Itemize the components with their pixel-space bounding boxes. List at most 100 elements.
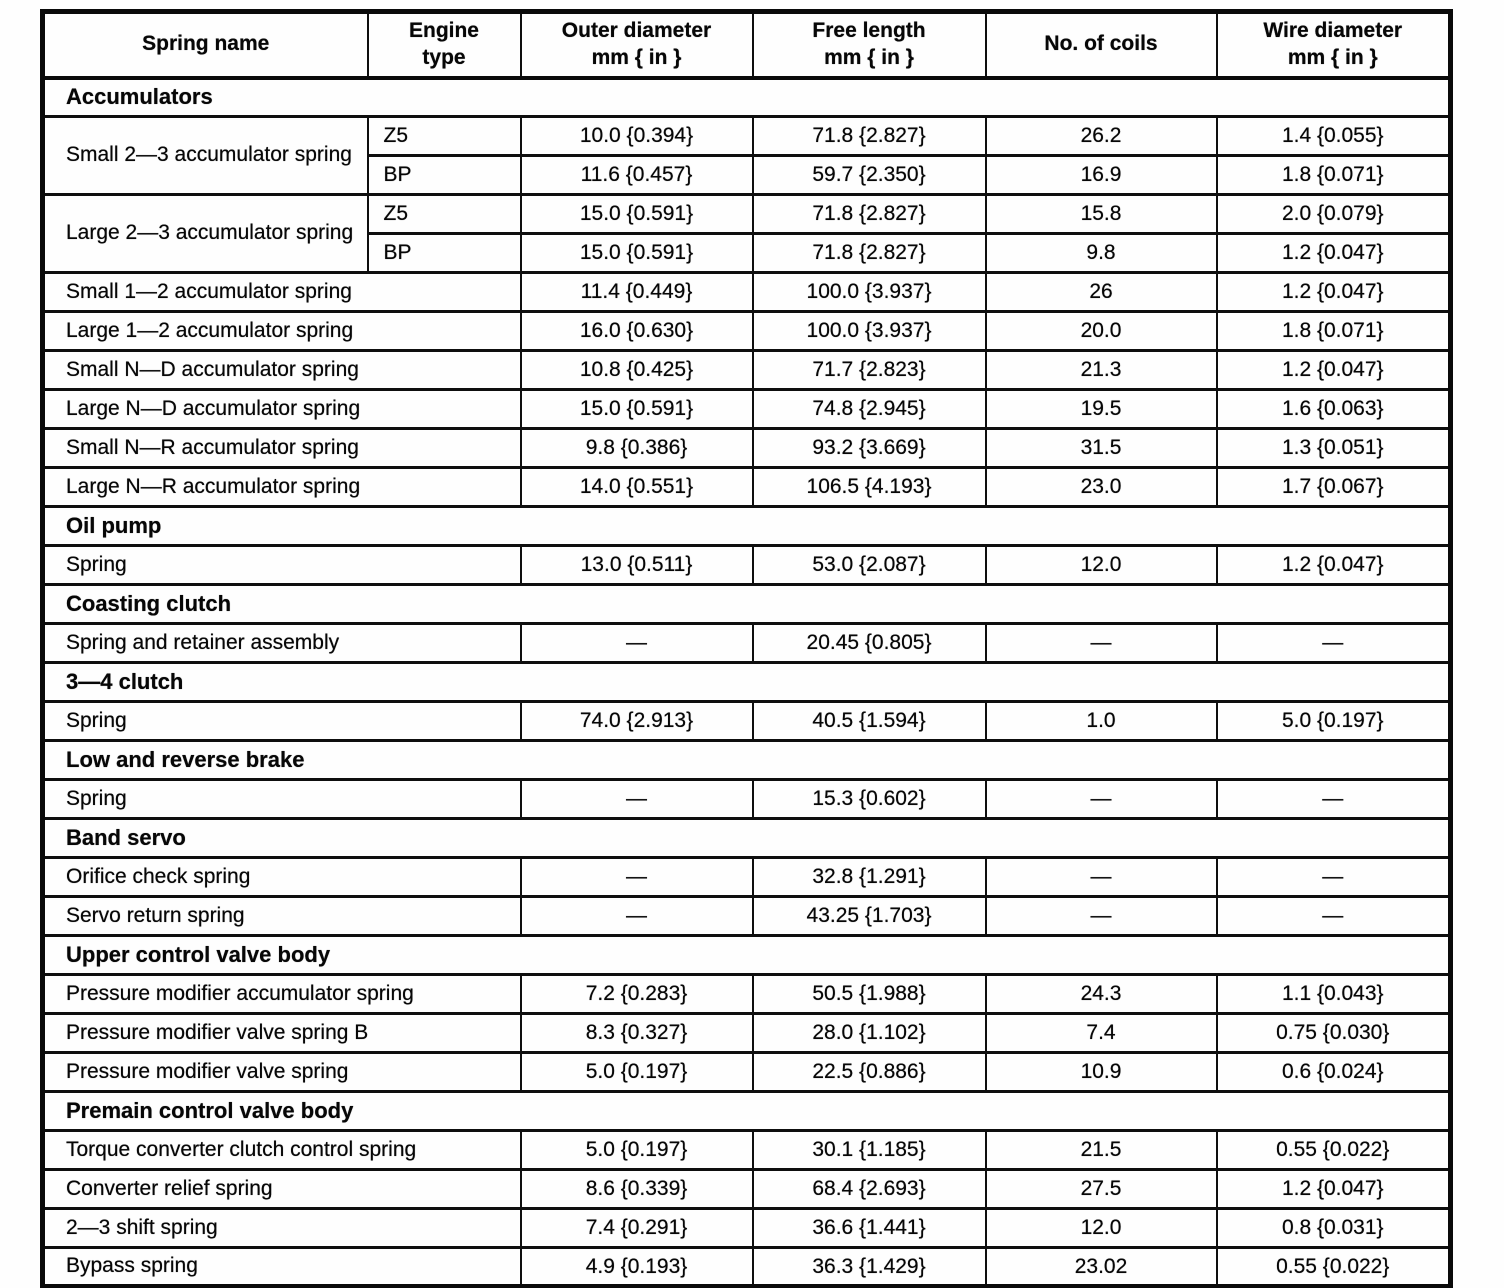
spring-name-cell: Pressure modifier valve spring B xyxy=(41,1012,522,1054)
coils-cell: 24.3 xyxy=(984,973,1218,1015)
coils-cell: 26.2 xyxy=(984,115,1218,157)
wire-diameter-cell: 1.7 {0.067} xyxy=(1215,466,1452,508)
col-header-no-of-coils: No. of coils xyxy=(984,10,1218,80)
coils-cell: 26 xyxy=(984,271,1218,313)
outer-diameter-cell: 5.0 {0.197} xyxy=(519,1129,754,1171)
table-row: Spring 13.0 {0.511} 53.0 {2.087} 12.0 1.2 {0… xyxy=(41,544,1452,586)
outer-diameter-cell: — xyxy=(519,856,754,898)
free-length-cell: 59.7 {2.350} xyxy=(751,154,987,196)
free-length-cell: 106.5 {4.193} xyxy=(751,466,987,508)
coils-cell: — xyxy=(984,622,1218,664)
wire-diameter-cell: 1.8 {0.071} xyxy=(1215,310,1452,352)
spring-name-cell: Large N—D accumulator spring xyxy=(41,388,522,430)
free-length-cell: 93.2 {3.669} xyxy=(751,427,987,469)
wire-diameter-cell: 2.0 {0.079} xyxy=(1215,193,1452,235)
spring-name-cell: Converter relief spring xyxy=(41,1168,522,1210)
outer-diameter-cell: 16.0 {0.630} xyxy=(519,310,754,352)
col-header-label: No. of coils xyxy=(1044,32,1158,56)
free-length-cell: 100.0 {3.937} xyxy=(751,271,987,313)
wire-diameter-cell: 0.8 {0.031} xyxy=(1215,1207,1452,1249)
table-row: Converter relief spring 8.6 {0.339} 68.4 {… xyxy=(41,1168,1452,1210)
outer-diameter-cell: 7.4 {0.291} xyxy=(519,1207,754,1249)
table-body: Accumulators Small 2—3 accumulator spring… xyxy=(41,76,1452,1288)
table-row: 2—3 shift spring 7.4 {0.291} 36.6 {1.441} 1… xyxy=(41,1207,1452,1249)
wire-diameter-cell: 0.6 {0.024} xyxy=(1215,1051,1452,1093)
header-row: Spring name Engine type Outer diameter m… xyxy=(41,10,1452,80)
free-length-cell: 71.7 {2.823} xyxy=(751,349,987,391)
table-row: Spring —15.3 {0.602} — — xyxy=(41,778,1452,820)
free-length-cell: 36.6 {1.441} xyxy=(751,1207,987,1249)
wire-diameter-cell: 1.8 {0.071} xyxy=(1215,154,1452,196)
wire-diameter-cell: 0.55 {0.022} xyxy=(1215,1246,1452,1288)
section-row: 3—4 clutch xyxy=(41,661,1452,703)
spring-name-cell: Pressure modifier accumulator spring xyxy=(41,973,522,1015)
spring-name-cell: Pressure modifier valve spring xyxy=(41,1051,522,1093)
coils-cell: 19.5 xyxy=(984,388,1218,430)
outer-diameter-cell: 8.6 {0.339} xyxy=(519,1168,754,1210)
coils-cell: 21.3 xyxy=(984,349,1218,391)
spring-name-cell: Large 1—2 accumulator spring xyxy=(41,310,522,352)
outer-diameter-cell: 7.2 {0.283} xyxy=(519,973,754,1015)
engine-type-cell: Z5 xyxy=(366,115,522,157)
col-header-label: Wire diameter xyxy=(1263,18,1403,42)
outer-diameter-cell: — xyxy=(519,622,754,664)
table-row: Large 2—3 accumulator spring Z5 15.0 {0.59… xyxy=(41,193,1452,274)
coils-cell: 12.0 xyxy=(984,544,1218,586)
col-header-units: mm { in } xyxy=(591,45,682,69)
wire-diameter-cell: 0.75 {0.030} xyxy=(1215,1012,1452,1054)
section-row: Upper control valve body xyxy=(41,934,1452,976)
col-header-units: mm { in } xyxy=(1287,45,1378,69)
table-row: Spring and retainer assembly —20.45 {0.80… xyxy=(41,622,1452,664)
outer-diameter-cell: 15.0 {0.591} xyxy=(519,232,754,274)
wire-diameter-cell: 1.3 {0.051} xyxy=(1215,427,1452,469)
spring-name-cell: Spring xyxy=(41,700,522,742)
section-row: Accumulators xyxy=(41,76,1452,118)
outer-diameter-cell: 13.0 {0.511} xyxy=(519,544,754,586)
table-header: Spring name Engine type Outer diameter m… xyxy=(41,10,1452,80)
table-row: Large N—R accumulator spring 14.0 {0.551}… xyxy=(41,466,1452,508)
table-row: Small N—D accumulator spring 10.8 {0.425}… xyxy=(41,349,1452,391)
coils-cell: 20.0 xyxy=(984,310,1218,352)
free-length-cell: 40.5 {1.594} xyxy=(751,700,987,742)
table-row: Pressure modifier valve spring B 8.3 {0.3… xyxy=(41,1012,1452,1054)
table-row: Spring 74.0 {2.913} 40.5 {1.594} 1.0 5.0 {0.… xyxy=(41,700,1452,742)
outer-diameter-cell: 8.3 {0.327} xyxy=(519,1012,754,1054)
coils-cell: 31.5 xyxy=(984,427,1218,469)
wire-diameter-cell: 1.2 {0.047} xyxy=(1215,271,1452,313)
wire-diameter-cell: — xyxy=(1215,778,1452,820)
outer-diameter-cell: 74.0 {2.913} xyxy=(519,700,754,742)
outer-diameter-cell: — xyxy=(519,895,754,937)
spring-name-cell: Large N—R accumulator spring xyxy=(41,466,522,508)
coils-cell: 16.9 xyxy=(984,154,1218,196)
free-length-cell: 30.1 {1.185} xyxy=(751,1129,987,1171)
wire-diameter-cell: — xyxy=(1215,856,1452,898)
section-title: Accumulators xyxy=(41,76,1452,118)
free-length-cell: 68.4 {2.693} xyxy=(751,1168,987,1210)
col-header-label: Engine xyxy=(408,18,479,42)
free-length-cell: 74.8 {2.945} xyxy=(751,388,987,430)
col-header-units: mm { in } xyxy=(824,45,914,69)
col-header-engine-type: Engine type xyxy=(366,10,522,80)
col-header-label: Free length xyxy=(812,18,926,42)
outer-diameter-cell: 11.6 {0.457} xyxy=(519,154,754,196)
section-row: Low and reverse brake xyxy=(41,739,1452,781)
wire-diameter-cell: 1.2 {0.047} xyxy=(1215,232,1452,274)
wire-diameter-cell: 1.6 {0.063} xyxy=(1215,388,1452,430)
coils-cell: 9.8 xyxy=(984,232,1218,274)
coils-cell: 21.5 xyxy=(984,1129,1218,1171)
section-row: Oil pump xyxy=(41,505,1452,547)
spring-name-cell: Spring xyxy=(41,778,522,820)
wire-diameter-cell: 1.2 {0.047} xyxy=(1215,349,1452,391)
coils-cell: 1.0 xyxy=(984,700,1218,742)
spring-name-cell: Small 1—2 accumulator spring xyxy=(41,271,522,313)
free-length-cell: 22.5 {0.886} xyxy=(751,1051,987,1093)
table-row: Small 1—2 accumulator spring 11.4 {0.449}… xyxy=(41,271,1452,313)
coils-cell: 12.0 xyxy=(984,1207,1218,1249)
coils-cell: 7.4 xyxy=(984,1012,1218,1054)
col-header-units: type xyxy=(422,45,466,69)
free-length-cell: 28.0 {1.102} xyxy=(751,1012,987,1054)
engine-type-cell: Z5 xyxy=(366,193,522,235)
col-header-spring-name: Spring name xyxy=(41,10,369,80)
table-row: BP 15.0 {0.591} 71.8 {2.827} 9.8 1.2 {0.047} xyxy=(43,232,1452,274)
